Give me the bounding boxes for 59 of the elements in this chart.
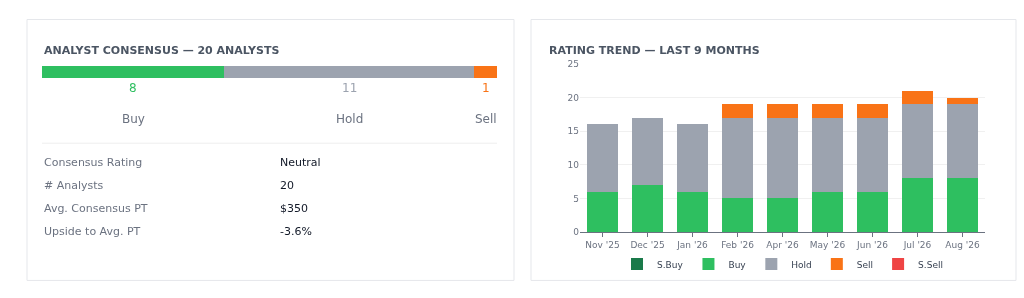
bar: [856, 191, 889, 233]
bar: [721, 198, 754, 233]
bar: [721, 117, 754, 199]
x-tick-label: Apr '26: [766, 239, 799, 250]
x-tick-label: Feb '26: [721, 239, 755, 250]
bar: [676, 191, 709, 233]
text: Consensus Rating: [44, 156, 143, 169]
bar: [901, 90, 934, 105]
legend-label: Hold: [791, 259, 812, 270]
x-tick-label: Aug '26: [945, 239, 980, 250]
text: Avg. Consensus PT: [44, 202, 148, 215]
y-tick-label: 20: [567, 92, 580, 103]
x-tick-label: Jun '26: [856, 239, 889, 250]
y-tick-label: 10: [567, 160, 580, 170]
text: Hold: [336, 112, 364, 126]
bar: [811, 104, 844, 118]
bar: [766, 104, 799, 118]
data-label: 8: [129, 81, 137, 95]
text: Upside to Avg. PT: [44, 225, 141, 238]
bar: [721, 104, 754, 118]
bar: [901, 104, 934, 179]
bar: [811, 191, 844, 233]
bar: [631, 117, 664, 186]
legend-label: Sell: [856, 259, 874, 270]
legend-label: Buy: [728, 259, 747, 270]
legend-label: S.Buy: [657, 259, 684, 270]
x-tick-label: Nov '25: [585, 239, 620, 250]
text: Sell: [475, 112, 497, 126]
x-tick-label: Jan '26: [676, 239, 709, 250]
y-tick-label: 15: [567, 126, 579, 137]
text: Neutral: [280, 156, 321, 169]
legend-label: S.Sell: [918, 259, 943, 270]
bar: [811, 117, 844, 192]
chart-title: ANALYST CONSENSUS — 20 ANALYSTS: [44, 44, 280, 57]
y-tick-label: 0: [573, 227, 580, 238]
bar: [766, 117, 799, 199]
bar: [856, 117, 889, 192]
text: # Analysts: [44, 179, 104, 192]
data-label: 11: [342, 81, 358, 95]
y-tick-label: 5: [573, 193, 579, 204]
text: -3.6%: [280, 225, 312, 238]
text: Buy: [122, 112, 145, 126]
x-tick-label: May '26: [809, 239, 846, 250]
data-label: 1: [482, 81, 490, 95]
bar: [901, 178, 934, 233]
x-tick-label: Dec '25: [630, 239, 665, 250]
chart-title: RATING TREND — LAST 9 MONTHS: [549, 44, 760, 57]
bar: [676, 124, 709, 192]
text: $350: [280, 202, 308, 215]
bar: [766, 198, 799, 233]
bar: [946, 104, 979, 179]
bar: [586, 191, 619, 233]
bar: [586, 124, 619, 192]
bar: [631, 185, 664, 233]
y-tick-label: 25: [567, 59, 579, 70]
bar: [856, 104, 889, 118]
bar: [946, 178, 979, 233]
x-tick-label: Jul '26: [902, 239, 932, 250]
text: 20: [280, 179, 294, 192]
